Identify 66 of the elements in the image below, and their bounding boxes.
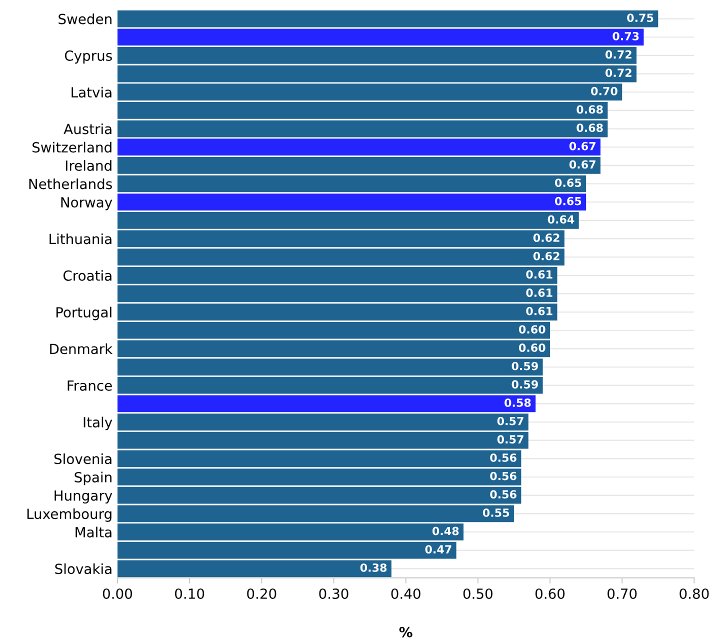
data-label: 0.56 (490, 472, 516, 480)
y-tick-label: Norway (61, 197, 112, 210)
x-tick-label: 0.50 (463, 588, 492, 599)
y-tick-label: Slovakia (55, 563, 112, 574)
x-tick-label: 0.30 (319, 588, 348, 599)
y-tick-label: Italy (84, 416, 112, 430)
y-tick-label: Lithuania (50, 233, 112, 244)
data-label: 0.56 (490, 453, 516, 462)
x-tick-label: 0.00 (102, 588, 132, 599)
data-label: 0.75 (627, 14, 654, 22)
x-axis-title: % (399, 626, 412, 638)
y-tick-label: France (68, 380, 112, 391)
x-tick-label: 0.10 (175, 588, 204, 599)
data-label: 0.65 (555, 196, 582, 206)
y-tick-label: Denmark (50, 343, 113, 354)
data-label: 0.65 (555, 178, 582, 187)
bar (117, 138, 600, 156)
data-label: 0.64 (548, 215, 574, 224)
x-tick-label: 0.70 (608, 588, 637, 599)
y-tick-label: Spain (74, 472, 112, 486)
data-label: 0.57 (497, 416, 524, 426)
y-tick-label: Hungary (54, 490, 112, 504)
data-label: 0.67 (569, 142, 596, 150)
y-tick-label: Luxembourg (27, 508, 112, 522)
y-tick-label: Portugal (56, 306, 112, 320)
y-tick-label: Malta (76, 526, 112, 538)
x-tick-label: 0.40 (391, 588, 420, 599)
bar (117, 28, 644, 46)
data-label: 0.38 (360, 563, 387, 572)
data-label: 0.61 (526, 306, 552, 316)
data-label: 0.68 (576, 105, 603, 114)
data-label: 0.58 (504, 398, 531, 407)
data-label: 0.57 (497, 435, 524, 444)
y-tick-label: Austria (64, 123, 112, 134)
data-label: 0.47 (425, 545, 452, 554)
data-label: 0.60 (518, 344, 546, 352)
data-label: 0.68 (576, 124, 603, 132)
bar (117, 194, 586, 211)
data-label: 0.72 (605, 50, 632, 59)
y-tick-label: Cyprus (64, 50, 112, 64)
y-tick-label: Switzerland (32, 142, 112, 153)
y-tick-label: Slovenia (54, 453, 112, 464)
x-tick-label: 0.60 (535, 588, 565, 599)
data-label: 0.73 (612, 32, 639, 40)
y-tick-label: Netherlands (29, 178, 112, 190)
data-label: 0.48 (432, 526, 459, 536)
y-tick-label: Croatia (63, 270, 112, 281)
data-label: 0.62 (533, 252, 560, 260)
data-label: 0.70 (591, 86, 618, 96)
bar (117, 395, 536, 412)
bar (117, 10, 658, 28)
data-label: 0.56 (490, 490, 516, 499)
data-label: 0.61 (526, 288, 552, 297)
y-tick-label: Ireland (66, 160, 112, 171)
y-tick-label: Latvia (72, 86, 112, 98)
y-tick-label: Sweden (58, 14, 112, 24)
data-label: 0.67 (569, 160, 596, 169)
data-label: 0.55 (482, 508, 510, 517)
data-label: 0.72 (605, 68, 632, 77)
data-label: 0.59 (512, 380, 538, 389)
x-tick-label: 0.20 (247, 588, 276, 599)
data-label: 0.60 (518, 325, 546, 334)
data-label: 0.62 (533, 234, 560, 242)
data-label: 0.59 (512, 362, 538, 370)
x-tick-label: 0.80 (680, 588, 709, 599)
data-label: 0.61 (526, 270, 552, 279)
